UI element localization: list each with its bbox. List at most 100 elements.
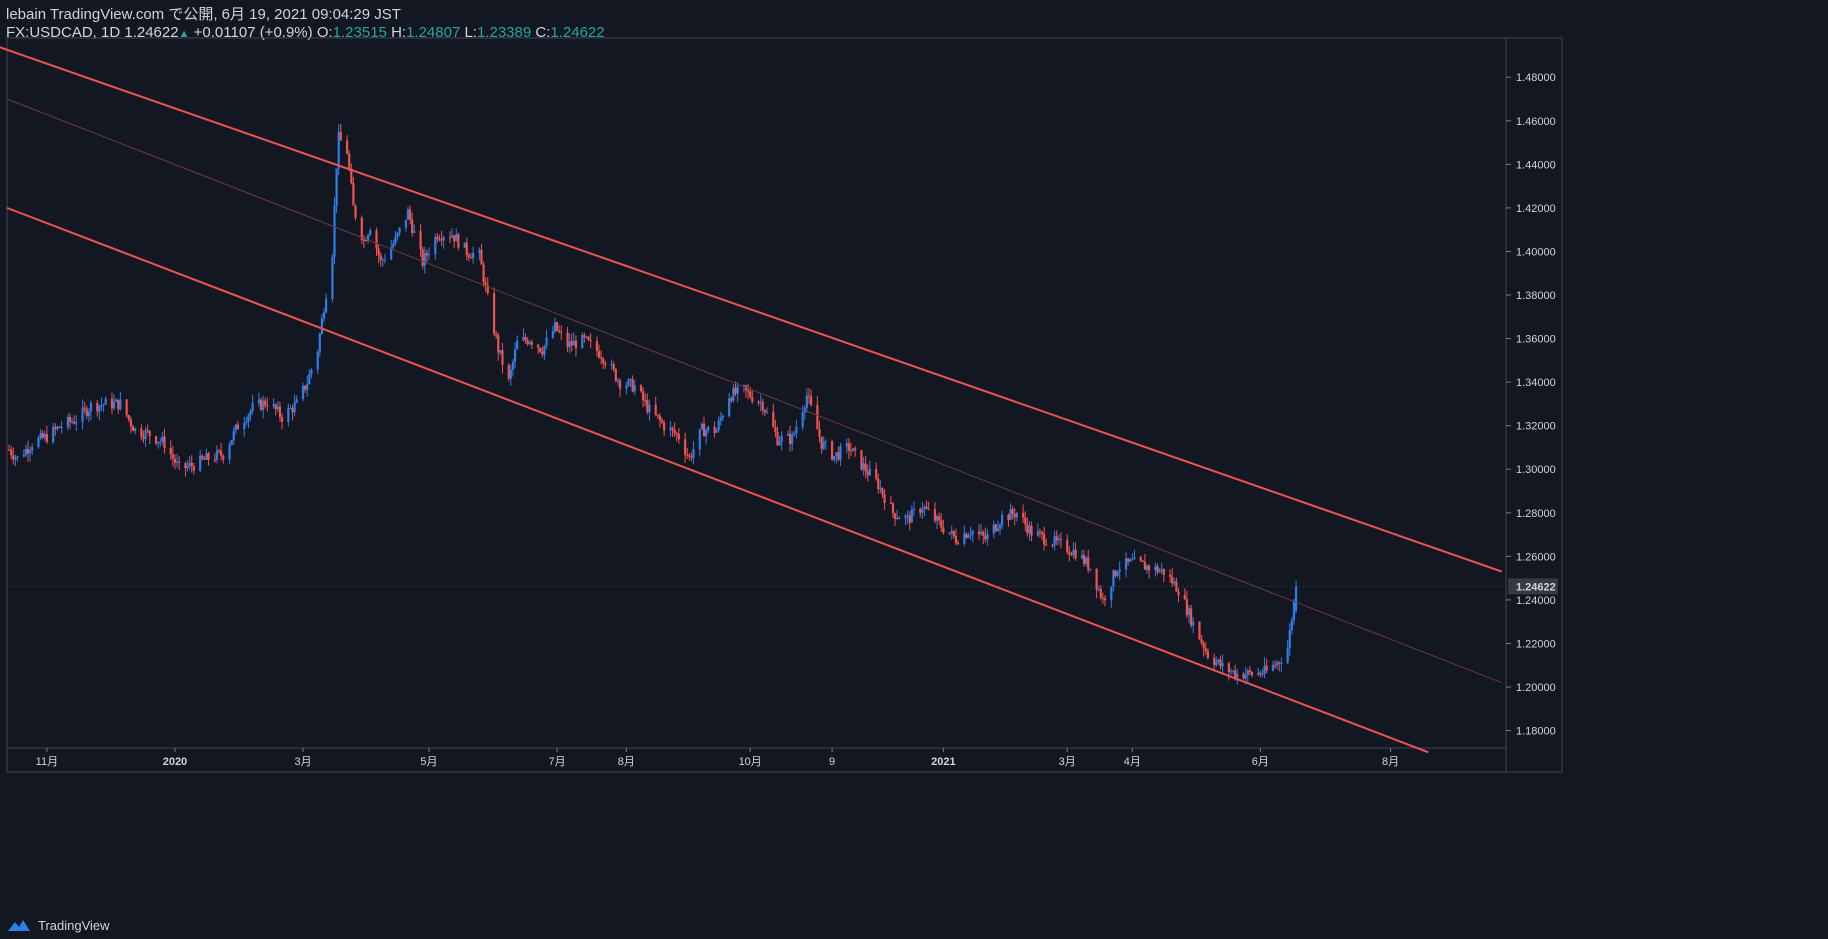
candle-body [129, 418, 132, 427]
candle-body [1101, 597, 1105, 599]
time-tick-label: 10月 [739, 756, 762, 768]
candle-body [566, 332, 569, 347]
candle-up [742, 384, 746, 393]
candle-up [835, 452, 838, 464]
channel-upper-line [0, 46, 1503, 573]
symbol-label[interactable]: FX:USDCAD, 1D [6, 24, 121, 41]
candle-down [541, 346, 544, 358]
candle-body [1114, 570, 1117, 577]
candle-body [778, 441, 781, 445]
candle-body [1145, 565, 1149, 570]
candle-up [1154, 562, 1157, 577]
candle-body [7, 449, 11, 451]
candle-up [331, 254, 334, 303]
time-tick-label: 8月 [618, 756, 635, 768]
candle-down [631, 375, 634, 393]
candle-up [243, 416, 246, 437]
candle-body [663, 422, 666, 431]
candle-down [875, 462, 878, 481]
candle-body [220, 450, 223, 456]
candle-body [1202, 642, 1205, 649]
candle-body [1011, 509, 1014, 515]
candle-up [1015, 512, 1018, 522]
candle-up [60, 420, 63, 434]
candle-body [83, 407, 86, 409]
candle-body [509, 369, 512, 379]
candle-down [933, 502, 937, 524]
candle-up [833, 455, 836, 463]
candle-body [1257, 672, 1260, 676]
candle-body [421, 249, 424, 266]
candle-body [675, 433, 678, 435]
candle-down [1141, 560, 1144, 563]
time-axis[interactable]: 11月 2020 3月 5月 7月 8月 10月 9 2021 3月 4月 6月 8月 [36, 748, 1399, 768]
candle-up [144, 427, 147, 448]
price-axis[interactable]: 1.18000 1.20000 1.22000 1.24000 1.26000 1.280… [1506, 72, 1558, 738]
candle-body [673, 429, 676, 434]
price-tick-label: 1.44000 [1516, 159, 1556, 171]
candle-body [772, 411, 775, 427]
candle-body [1001, 515, 1004, 525]
candle-down [1185, 590, 1188, 619]
candle-up [175, 453, 179, 468]
candle-body [492, 293, 496, 334]
candle-body [467, 255, 470, 258]
candle-body [904, 516, 907, 519]
candle-up [367, 233, 370, 244]
candle-body [272, 404, 275, 407]
candle-up [392, 240, 395, 250]
candle-down [350, 163, 353, 185]
candle-body [289, 408, 292, 410]
candle-down [530, 339, 533, 349]
candle-down [492, 287, 496, 337]
candle-body [555, 322, 559, 331]
candle-up [322, 308, 326, 323]
candle-down [1189, 604, 1193, 629]
up-arrow-icon: ▲ [178, 28, 190, 40]
candle-up [778, 435, 781, 446]
candle-up [923, 504, 926, 517]
candle-down [178, 456, 181, 471]
candle-up [404, 219, 407, 232]
candle-down [849, 442, 853, 457]
candle-body [719, 417, 722, 421]
candle-body [595, 341, 599, 351]
candle-up [133, 427, 137, 435]
candle-body [1292, 600, 1296, 621]
candle-down [140, 424, 143, 441]
candle-down [291, 404, 294, 421]
candle-down [1227, 661, 1230, 681]
candle-body [157, 441, 160, 444]
candle-body [274, 404, 277, 410]
candle-body [236, 424, 240, 430]
candle-body [660, 420, 664, 423]
candle-up [157, 441, 160, 449]
candle-body [761, 402, 764, 411]
candle-body [89, 402, 93, 412]
candle-down [465, 237, 468, 261]
candle-body [16, 456, 19, 458]
candle-down [558, 325, 561, 334]
candle-up [43, 430, 46, 441]
candle-down [259, 397, 263, 412]
price-tick-label: 1.18000 [1516, 726, 1556, 738]
candle-up [986, 528, 989, 546]
channel-drawing[interactable] [0, 34, 1506, 754]
candle-down [654, 396, 657, 417]
candle-body [572, 340, 575, 346]
candle-down [467, 252, 470, 262]
candle-body [923, 506, 926, 510]
candle-down [7, 444, 11, 451]
candle-body [927, 508, 930, 510]
price-tick-label: 1.20000 [1516, 682, 1556, 694]
ohlc-line: FX:USDCAD, 1D 1.24622▲ +0.01107 (+0.9%) … [6, 24, 605, 43]
candle-body [522, 336, 525, 341]
candle-up [728, 392, 731, 418]
candle-down [1177, 587, 1180, 603]
candle-up [1215, 656, 1218, 668]
candle-up [56, 425, 59, 431]
candle-up [629, 378, 632, 387]
candle-down [346, 135, 349, 155]
candle-body [159, 441, 162, 443]
